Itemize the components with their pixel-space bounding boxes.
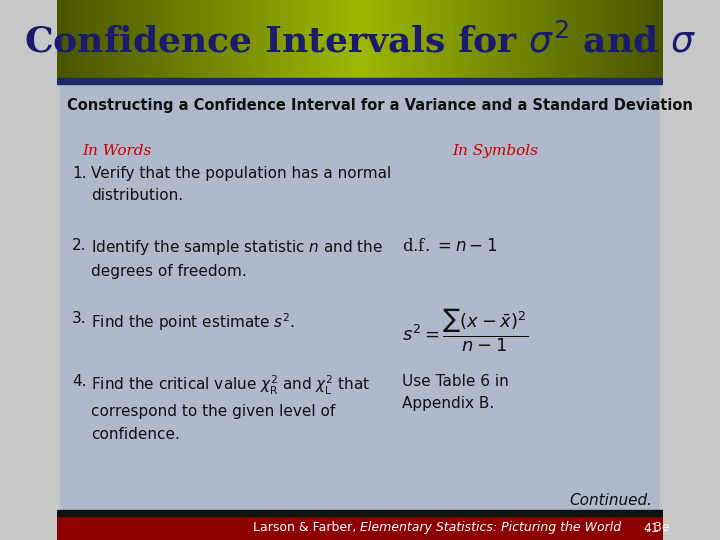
Bar [57, 510, 663, 516]
Text: Confidence Intervals for $\sigma^2$ and $\sigma$: Confidence Intervals for $\sigma^2$ and … [24, 23, 696, 59]
Text: 1.: 1. [72, 166, 86, 181]
Text: In Symbols: In Symbols [453, 144, 539, 158]
Bar [57, 78, 663, 84]
Text: d.f. $= n - 1$: d.f. $= n - 1$ [402, 238, 498, 255]
Bar [57, 516, 663, 540]
Text: In Words: In Words [82, 144, 152, 158]
Text: Elementary Statistics: Picturing the World: Elementary Statistics: Picturing the Wor… [360, 522, 621, 535]
Text: 2.: 2. [72, 238, 86, 253]
Bar [61, 84, 659, 510]
Text: Continued.: Continued. [570, 493, 653, 508]
Text: Use Table 6 in
Appendix B.: Use Table 6 in Appendix B. [402, 374, 509, 411]
Text: $s^2 = \dfrac{\sum(x-\bar{x})^2}{n-1}$: $s^2 = \dfrac{\sum(x-\bar{x})^2}{n-1}$ [402, 307, 528, 354]
Text: Find the critical value $\chi^2_{\rm R}$ and $\chi^2_{\rm L}$ that
correspond to: Find the critical value $\chi^2_{\rm R}$… [91, 374, 370, 442]
Text: Find the point estimate $s^2$.: Find the point estimate $s^2$. [91, 311, 294, 333]
Text: 4.: 4. [72, 374, 86, 389]
Text: 3.: 3. [72, 311, 87, 326]
Text: Constructing a Confidence Interval for a Variance and a Standard Deviation: Constructing a Confidence Interval for a… [67, 98, 693, 113]
Text: Identify the sample statistic $n$ and the
degrees of freedom.: Identify the sample statistic $n$ and th… [91, 238, 383, 279]
Text: , 3e: , 3e [646, 522, 670, 535]
Text: Larson & Farber,: Larson & Farber, [253, 522, 360, 535]
Text: 41: 41 [643, 522, 659, 535]
Text: Verify that the population has a normal
distribution.: Verify that the population has a normal … [91, 166, 391, 203]
